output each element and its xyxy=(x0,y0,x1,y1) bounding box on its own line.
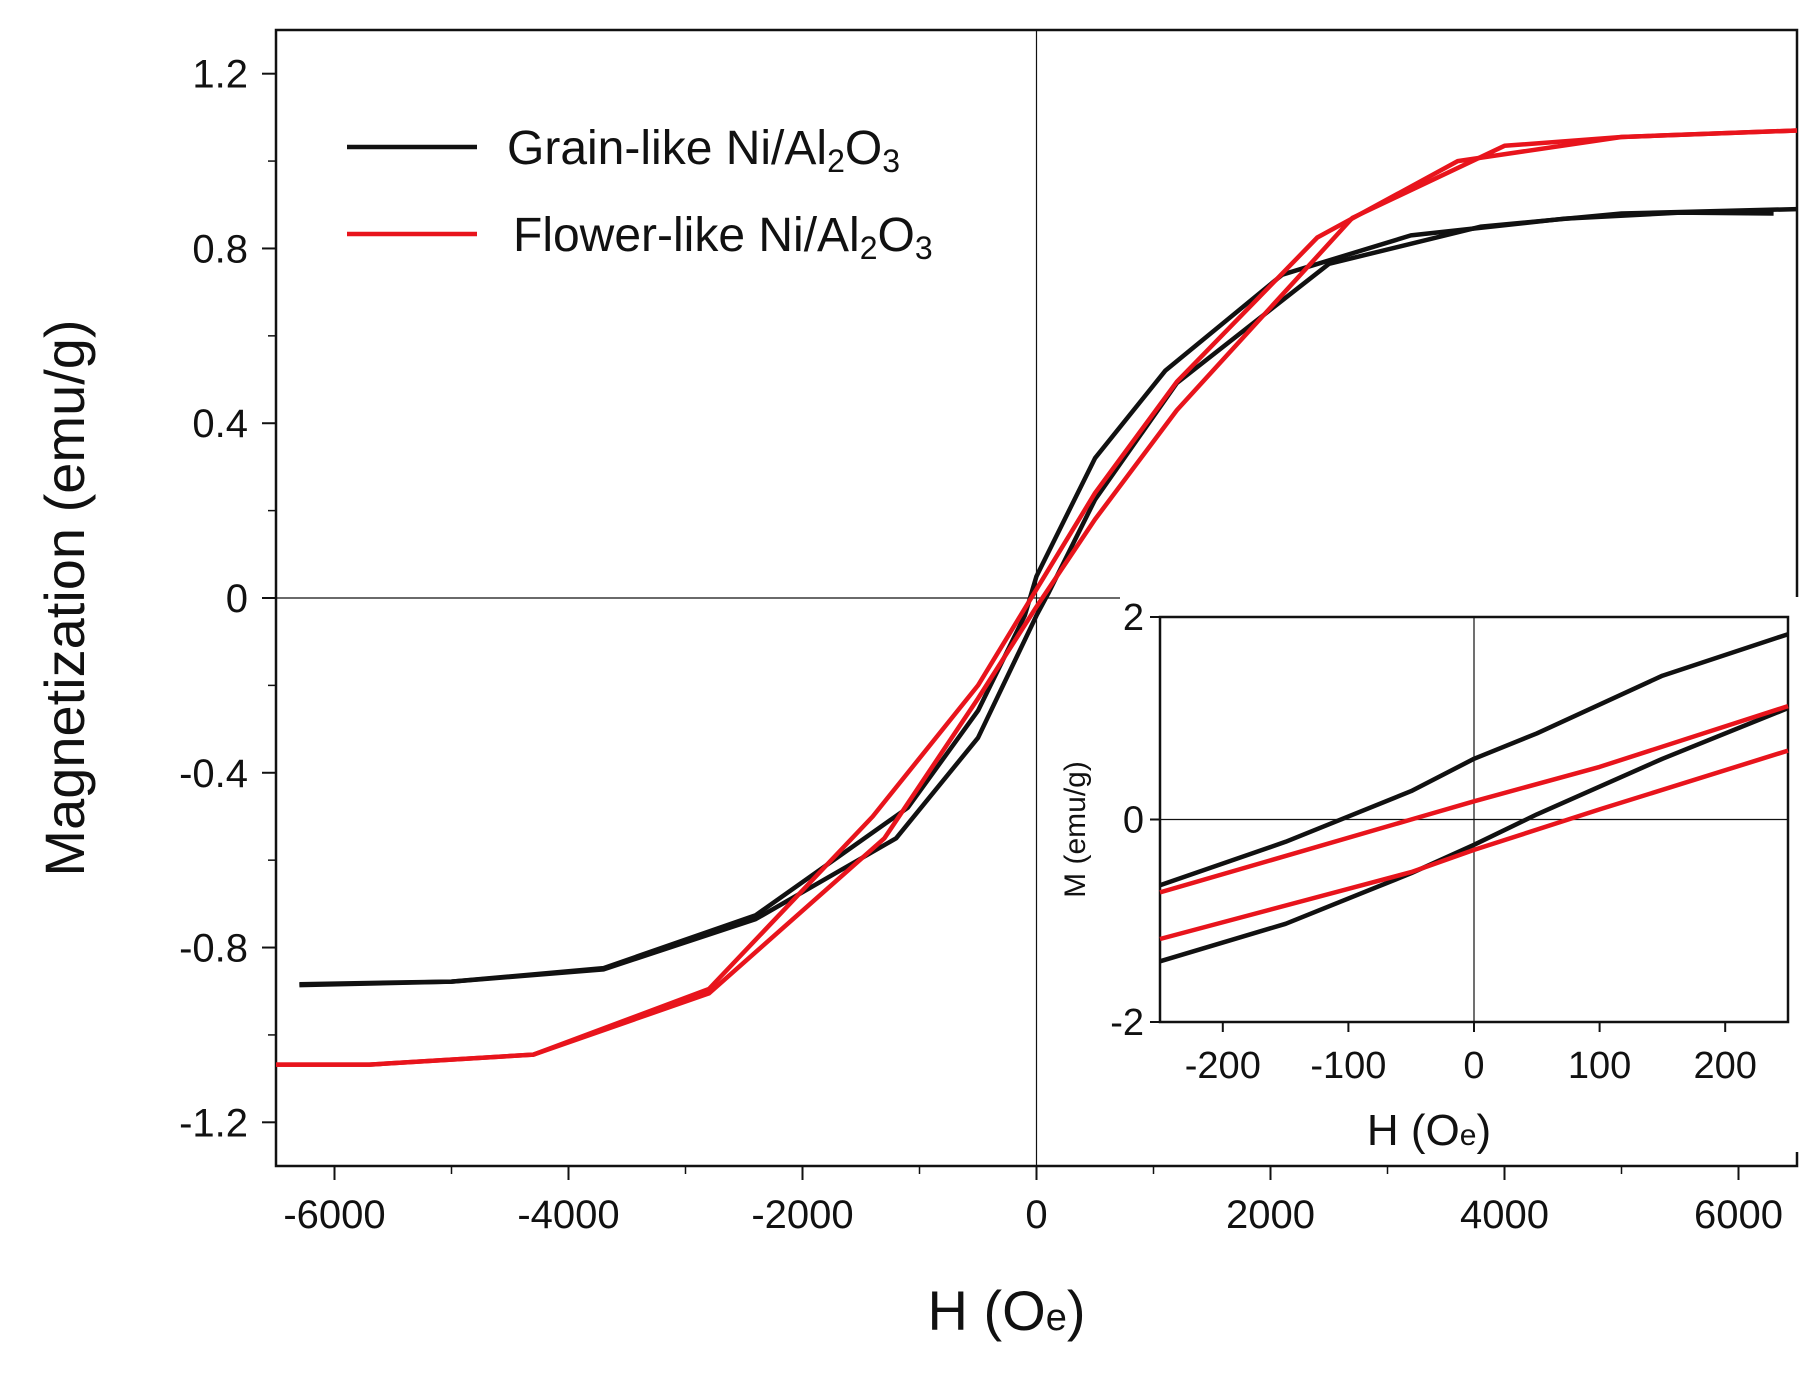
inset-series-1-branch-0-line xyxy=(1159,703,1789,895)
inset-y-tick-label: 2 xyxy=(1123,597,1144,639)
main-x-tick-label: -4000 xyxy=(517,1193,619,1237)
inset-x-tick-label: -100 xyxy=(1310,1045,1386,1087)
main-y-tick-label: 1.2 xyxy=(192,53,248,97)
main-x-tick-label: 0 xyxy=(1025,1193,1047,1237)
main-x-tick-label: -2000 xyxy=(751,1193,853,1237)
inset-x-axis-title: H (Oe) xyxy=(1367,1106,1491,1155)
main-y-axis-title: Magnetization (emu/g) xyxy=(33,319,96,876)
main-y-tick-label: 0 xyxy=(226,577,248,621)
inset-x-tick-label: -200 xyxy=(1185,1045,1261,1087)
inset-series-1-branch-1-line xyxy=(1159,748,1789,942)
main-x-tick-label: 2000 xyxy=(1226,1193,1315,1237)
main-y-tick-label: -1.2 xyxy=(179,1101,248,1145)
main-x-tick-label: -6000 xyxy=(283,1193,385,1237)
inset-x-tick-label: 0 xyxy=(1463,1045,1484,1087)
main-plot: -6000 -4000 -2000 0 2000 4000 6000-1.2-0.8-0.4… xyxy=(33,28,1799,1342)
main-series-1-branch-1-line xyxy=(276,128,1798,1067)
main-y-tick-label: 0.4 xyxy=(192,402,248,446)
inset-y-axis-title: M (emu/g) xyxy=(1059,761,1092,898)
main-x-tick-label: 6000 xyxy=(1694,1193,1783,1237)
main-series-0-branch-1-line xyxy=(299,206,1798,987)
inset-background xyxy=(1120,597,1803,1152)
legend-label-1: Flower-like Ni/Al2O3 xyxy=(513,209,933,266)
legend-label-0: Grain-like Ni/Al2O3 xyxy=(507,122,900,179)
inset-x-tick-label: 100 xyxy=(1568,1045,1631,1087)
main-x-tick-label: 4000 xyxy=(1460,1193,1549,1237)
inset-plot: -200 -100 0 100 200 -2 0 2 H (Oe) M (emu/g) xyxy=(1059,597,1803,1155)
main-y-tick-label: 0.8 xyxy=(192,227,248,271)
inset-series-0-branch-1-line xyxy=(1159,706,1789,964)
main-y-tick-label: -0.4 xyxy=(179,752,248,796)
inset-x-tick-label: 200 xyxy=(1693,1045,1756,1087)
inset-y-tick-label: 0 xyxy=(1123,800,1144,842)
inset-series-0-branch-0-line xyxy=(1159,632,1789,888)
inset-y-tick-label: -2 xyxy=(1110,1002,1144,1044)
main-x-axis-title: H (Oe) xyxy=(927,1279,1085,1342)
main-y-tick-label: -0.8 xyxy=(179,927,248,971)
